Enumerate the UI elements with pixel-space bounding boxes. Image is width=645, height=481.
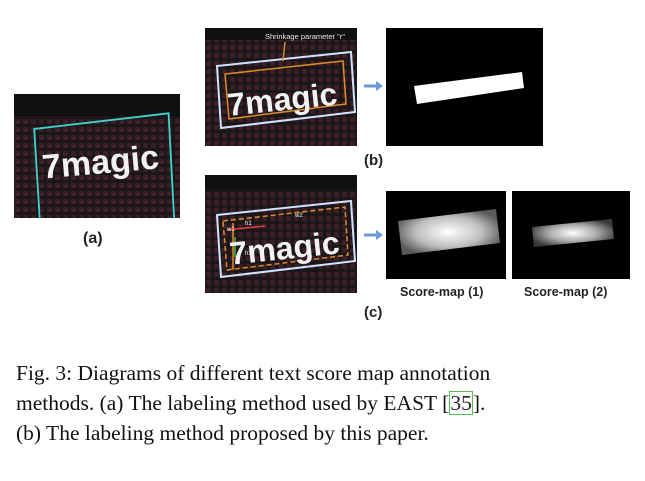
- score-map-1-label: Score-map (1): [400, 285, 484, 299]
- panel-b-photo: 7magic Shrinkage parameter "r": [205, 28, 357, 146]
- panel-a-graphic: 7magic: [14, 94, 180, 218]
- panel-c-label: (c): [364, 304, 383, 321]
- score-map-1-graphic: [398, 209, 500, 255]
- mark-w2: w2: [294, 213, 303, 219]
- score-map-1: [386, 191, 506, 279]
- caption-line-2-text: methods. (a) The labeling method used by…: [16, 391, 450, 415]
- panel-b-label: (b): [364, 152, 384, 169]
- shrinkage-annotation: Shrinkage parameter "r": [265, 32, 345, 41]
- mark-h2: h2: [245, 251, 252, 257]
- panel-c-photo: 7magic h1 w1 w2 h2: [205, 175, 357, 293]
- panel-b-graphic: 7magic: [205, 28, 357, 146]
- caption-line-1: Fig. 3: Diagrams of different text score…: [16, 361, 491, 385]
- score-map-2-graphic: [532, 219, 614, 247]
- mark-w1: w1: [226, 227, 235, 233]
- figure-caption: Fig. 3: Diagrams of different text score…: [16, 358, 631, 448]
- caption-line-2-end: ].: [472, 391, 486, 415]
- panel-b-mask-graphic: [414, 72, 524, 104]
- citation-link[interactable]: 35: [449, 391, 473, 415]
- arrow-b-icon: [364, 81, 383, 91]
- mark-h1: h1: [245, 221, 252, 227]
- score-map-2: [512, 191, 630, 279]
- panel-a-photo: 7magic: [14, 94, 180, 218]
- panel-b-mask: [386, 28, 543, 146]
- arrow-c-icon: [364, 230, 383, 240]
- score-map-2-label: Score-map (2): [524, 285, 608, 299]
- caption-line-3: (b) The labeling method proposed by this…: [16, 421, 429, 445]
- caption-line-2: methods. (a) The labeling method used by…: [16, 388, 631, 418]
- panel-a-label: (a): [83, 230, 103, 247]
- panel-c-graphic: 7magic h1 w1 w2 h2: [205, 175, 357, 293]
